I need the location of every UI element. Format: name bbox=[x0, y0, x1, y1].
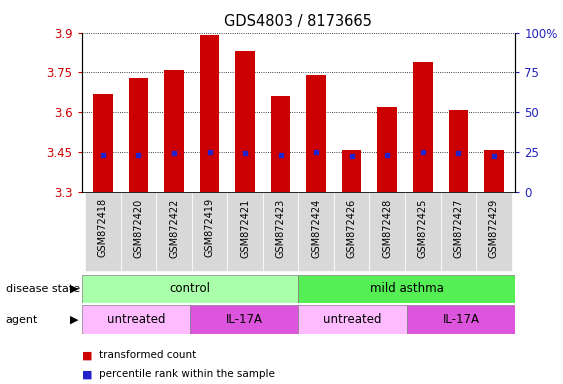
Text: GSM872426: GSM872426 bbox=[347, 198, 357, 258]
Text: control: control bbox=[169, 283, 211, 295]
Text: GSM872425: GSM872425 bbox=[418, 198, 428, 258]
Bar bbox=[200, 35, 220, 192]
Text: ■: ■ bbox=[82, 369, 92, 379]
Text: GSM872427: GSM872427 bbox=[453, 198, 463, 258]
Bar bbox=[334, 192, 369, 271]
Bar bbox=[227, 192, 263, 271]
Bar bbox=[413, 62, 432, 192]
Text: disease state: disease state bbox=[6, 284, 80, 294]
Bar bbox=[476, 192, 512, 271]
Bar bbox=[93, 94, 113, 192]
Bar bbox=[271, 96, 291, 192]
Text: GSM872424: GSM872424 bbox=[311, 198, 321, 258]
Text: ■: ■ bbox=[82, 350, 92, 360]
Text: transformed count: transformed count bbox=[99, 350, 196, 360]
Bar bbox=[406, 305, 515, 334]
Text: percentile rank within the sample: percentile rank within the sample bbox=[99, 369, 274, 379]
Bar bbox=[129, 78, 148, 192]
Bar bbox=[377, 107, 397, 192]
Text: untreated: untreated bbox=[323, 313, 382, 326]
Bar bbox=[405, 192, 440, 271]
Bar bbox=[449, 110, 468, 192]
Text: GSM872421: GSM872421 bbox=[240, 198, 250, 258]
Bar bbox=[190, 305, 298, 334]
Bar bbox=[157, 192, 192, 271]
Text: IL-17A: IL-17A bbox=[443, 313, 480, 326]
Bar bbox=[164, 70, 184, 192]
Text: ▶: ▶ bbox=[70, 314, 79, 325]
Bar bbox=[298, 192, 334, 271]
Text: GSM872418: GSM872418 bbox=[98, 198, 108, 257]
Bar bbox=[440, 192, 476, 271]
Text: GSM872429: GSM872429 bbox=[489, 198, 499, 258]
Bar bbox=[298, 305, 406, 334]
Bar bbox=[235, 51, 255, 192]
Bar bbox=[82, 305, 190, 334]
Text: ▶: ▶ bbox=[70, 284, 79, 294]
Bar bbox=[342, 149, 361, 192]
Bar bbox=[82, 275, 298, 303]
Text: GSM872423: GSM872423 bbox=[276, 198, 285, 258]
Bar bbox=[192, 192, 227, 271]
Text: untreated: untreated bbox=[106, 313, 165, 326]
Text: GSM872420: GSM872420 bbox=[133, 198, 144, 258]
Text: GSM872422: GSM872422 bbox=[169, 198, 179, 258]
Bar bbox=[306, 75, 326, 192]
Bar bbox=[484, 149, 503, 192]
Bar bbox=[298, 275, 515, 303]
Bar bbox=[85, 192, 120, 271]
Bar bbox=[263, 192, 298, 271]
Text: mild asthma: mild asthma bbox=[370, 283, 444, 295]
Text: GSM872419: GSM872419 bbox=[204, 198, 215, 257]
Text: agent: agent bbox=[6, 314, 38, 325]
Text: GSM872428: GSM872428 bbox=[382, 198, 392, 258]
Text: IL-17A: IL-17A bbox=[226, 313, 263, 326]
Bar bbox=[120, 192, 157, 271]
Title: GDS4803 / 8173665: GDS4803 / 8173665 bbox=[225, 14, 372, 29]
Bar bbox=[369, 192, 405, 271]
